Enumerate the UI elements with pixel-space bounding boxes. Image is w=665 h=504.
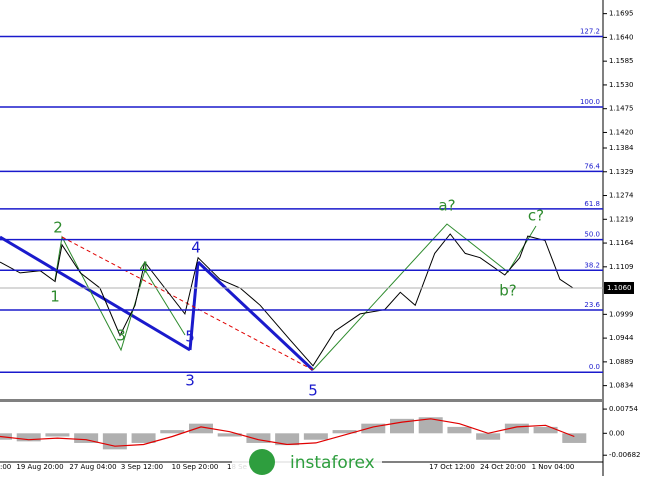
y-tick-label: 1.0944 [609,334,634,342]
fib-label: 127.2 [580,28,600,36]
oscillator-bar [418,417,443,434]
wave-line [0,235,191,352]
y-tick-label: 1.1164 [609,239,634,247]
fib-label: 23.6 [584,301,600,309]
oscillator-bar [533,426,558,434]
oscillator-bar [476,433,501,440]
oscillator-bar [217,433,242,437]
oscillator-bar [562,433,587,443]
oscillator-bar [16,433,41,442]
oscillator-bar [246,433,271,443]
last-price-box [604,281,634,294]
y-tick-label: 1.1585 [609,57,634,65]
y-tick-label: 1.1420 [609,128,634,136]
fib-label: 76.4 [584,162,600,170]
oscillator-bar [390,418,414,434]
fib-label: 50.0 [584,231,600,239]
y-tick-label: 1.1274 [609,192,634,200]
y-tick-label: 1.1219 [609,215,634,223]
y-tick-label: 1.1530 [609,81,634,89]
logo: instaforex [232,445,382,481]
y-tick-label: 1.1109 [609,263,634,271]
wave-line [312,223,537,371]
wave-label: b? [499,282,516,300]
oscillator-bar [447,426,472,434]
oscillator-bar [189,423,213,434]
oscillator-bar [504,423,529,434]
oscillator-bar [102,433,127,450]
x-tick-label: :00 [0,463,11,471]
y-tick-label: 0.00 [609,429,625,437]
oscillator-bar [160,430,185,434]
x-tick-label: 3 Sep 12:00 [121,463,163,471]
wave-label: 3 [116,327,126,345]
oscillator-bar [74,433,99,443]
wave-line [196,260,315,372]
y-tick-label: 1.1695 [609,10,634,18]
oscillator-bar [361,423,386,434]
x-tick-label: 27 Aug 04:00 [69,463,116,471]
y-tick-label: 1.1475 [609,105,634,113]
logo-text: instaforex [290,453,375,473]
last-price-label: 1.1060 [607,284,632,292]
y-tick-label: 1.0834 [609,382,634,390]
wave-label: a? [438,197,455,215]
y-tick-label: -0.00682 [609,451,640,459]
wave-label: 5 [308,382,318,400]
wave-label: 4 [139,259,149,277]
oscillator-bar [332,430,357,434]
y-tick-label: 1.1384 [609,144,634,152]
wave-label: 1 [50,288,60,306]
fib-label: 100.0 [580,98,600,106]
wave-label: 2 [53,219,63,237]
wave-label: c? [528,207,544,225]
oscillator-bar [131,433,156,443]
y-tick-label: 1.1640 [609,33,634,41]
wave-label: 4 [191,239,201,257]
y-tick-label: 0.00754 [609,405,638,413]
x-tick-label: 1 Nov 04:00 [532,463,575,471]
panel-separator [0,399,603,402]
y-tick-label: 1.0889 [609,358,634,366]
y-tick-label: 1.0999 [609,310,634,318]
x-tick-label: 17 Oct 12:00 [429,463,475,471]
oscillator-bar [45,433,70,437]
x-tick-label: 10 Sep 20:00 [172,463,219,471]
x-tick-label: 19 Aug 20:00 [16,463,63,471]
wave-line [54,235,186,352]
fib-label: 0.0 [589,363,600,371]
logo-icon [249,449,275,475]
oscillator-bar [0,433,12,440]
wave-line [188,261,200,351]
wave-label: 5 [185,328,195,346]
fib-label: 38.2 [584,261,600,269]
price-line [0,233,574,367]
fib-label: 61.8 [584,200,600,208]
x-tick-label: 24 Oct 20:00 [480,463,526,471]
signal-line [0,418,575,447]
oscillator-bar [303,433,328,440]
wave-label: 3 [185,372,195,390]
y-tick-label: 1.1329 [609,168,634,176]
